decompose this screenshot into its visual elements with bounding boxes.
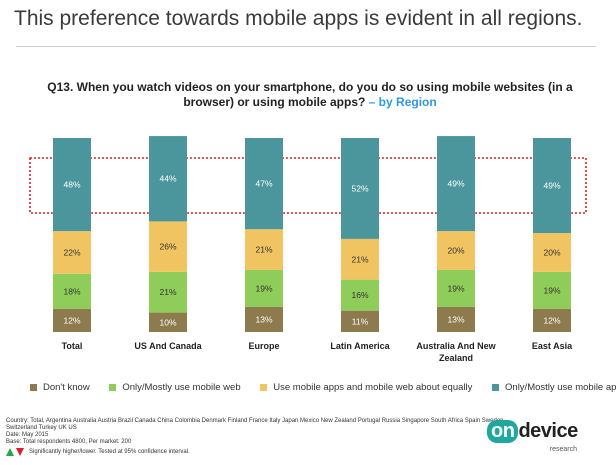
bar-segment-dont-know xyxy=(245,306,283,332)
bar-segment-apps xyxy=(437,136,475,232)
arrow-down-icon xyxy=(16,448,24,456)
bar-segment-equal xyxy=(149,221,187,272)
data-label: 49% xyxy=(447,179,464,189)
legend-swatch xyxy=(260,384,268,391)
data-label: 52% xyxy=(351,183,368,193)
data-label: 21% xyxy=(159,287,176,297)
bar-segment-equal xyxy=(245,229,283,270)
notes-base: Base: Total respondents 4800, Per market… xyxy=(6,439,132,445)
data-label: 22% xyxy=(63,247,80,257)
data-label: 21% xyxy=(255,245,272,255)
bar-segment-apps xyxy=(245,138,283,230)
category-label: Zealand xyxy=(439,353,473,363)
bar-segment-dont-know xyxy=(53,308,91,332)
source-notes: Country: Total, Argentina Australia Aust… xyxy=(6,418,516,446)
data-label: 44% xyxy=(159,174,176,184)
data-label: 18% xyxy=(63,286,80,296)
logo-rest: device xyxy=(518,420,578,442)
notes-date: Date: May 2015 xyxy=(6,432,49,438)
arrow-up-icon xyxy=(6,448,14,456)
chart-legend: Don't know Only/Mostly use mobile web Us… xyxy=(30,382,616,394)
legend-item-mobile-web: Only/Mostly use mobile web xyxy=(109,382,241,393)
legend-item-dont-know: Don't know xyxy=(30,382,90,393)
bar-segment-equal xyxy=(437,231,475,270)
legend-label: Use mobile apps and mobile web about equ… xyxy=(273,382,473,393)
data-label: 13% xyxy=(447,314,464,324)
data-label: 19% xyxy=(543,285,560,295)
slide-title: This preference towards mobile apps is e… xyxy=(14,7,583,30)
logo-on: on xyxy=(487,420,519,443)
category-label: US And Canada xyxy=(134,341,202,351)
ondevice-logo: on device research xyxy=(487,420,597,460)
bar-segment-apps xyxy=(149,136,187,222)
data-label: 12% xyxy=(543,315,560,325)
bar-segment-mobile-web xyxy=(341,279,379,311)
footnote-text: Significantly higher/lower. Tested at 95… xyxy=(29,449,190,455)
bar-segment-equal xyxy=(533,233,571,272)
legend-label: Only/Mostly use mobile web xyxy=(122,382,241,393)
logo-sub: research xyxy=(549,446,577,453)
category-label: Europe xyxy=(248,341,279,351)
bar-segment-equal xyxy=(341,238,379,280)
data-label: 19% xyxy=(447,283,464,293)
stacked-bar-chart: 12% 18% 22% 48% Total 10% 21% 26% 44% US And Cana… xyxy=(29,136,587,363)
bar-segment-apps xyxy=(53,138,91,232)
title-divider xyxy=(16,46,596,47)
data-label: 10% xyxy=(159,317,176,327)
data-label: 11% xyxy=(352,316,369,326)
question-text: Q13. When you watch videos on your smart… xyxy=(47,80,573,109)
category-label: Australia And New xyxy=(416,341,496,351)
data-label: 47% xyxy=(255,179,272,189)
data-label: 20% xyxy=(543,247,560,257)
bar-segment-dont-know xyxy=(149,312,187,332)
bar-segment-mobile-web xyxy=(533,271,571,309)
data-label: 21% xyxy=(351,254,368,264)
legend-label: Don't know xyxy=(43,382,90,393)
data-label: 12% xyxy=(63,315,80,325)
data-label: 26% xyxy=(159,242,176,252)
chart-question: Q13. When you watch videos on your smart… xyxy=(40,80,580,110)
bar-segment-apps xyxy=(341,138,379,239)
bar-segment-mobile-web xyxy=(53,273,91,309)
bar-segment-equal xyxy=(53,231,91,274)
data-label: 49% xyxy=(543,181,560,191)
bar-segment-mobile-web xyxy=(149,271,187,313)
category-label: East Asia xyxy=(532,341,573,351)
bar-segment-dont-know xyxy=(341,310,379,332)
data-label: 19% xyxy=(255,283,272,293)
bar-segment-dont-know xyxy=(437,306,475,332)
significance-footnote: Significantly higher/lower. Tested at 95… xyxy=(6,448,190,456)
data-label: 16% xyxy=(351,290,368,300)
bar-segment-mobile-web xyxy=(245,269,283,307)
highlight-box xyxy=(29,157,587,214)
bar-segment-mobile-web xyxy=(437,269,475,307)
bar-segment-dont-know xyxy=(533,308,571,332)
legend-swatch xyxy=(492,384,500,391)
category-label: Latin America xyxy=(330,341,390,351)
legend-label: Only/Mostly use mobile apps xyxy=(505,382,616,393)
data-label: 48% xyxy=(63,180,80,190)
bar-segment-apps xyxy=(533,138,571,234)
category-label: Total xyxy=(62,341,83,351)
legend-swatch xyxy=(30,384,37,391)
data-label: 20% xyxy=(447,246,464,256)
legend-item-equal: Use mobile apps and mobile web about equ… xyxy=(260,382,472,393)
legend-item-apps: Only/Mostly use mobile apps xyxy=(492,382,616,393)
question-suffix: – by Region xyxy=(365,95,437,109)
data-label: 13% xyxy=(255,314,272,324)
legend-swatch xyxy=(109,384,117,391)
notes-country: Country: Total, Argentina Australia Aust… xyxy=(6,418,504,431)
